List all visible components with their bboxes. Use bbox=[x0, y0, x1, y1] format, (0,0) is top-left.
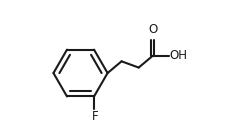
Text: O: O bbox=[147, 23, 157, 36]
Text: F: F bbox=[92, 110, 98, 123]
Text: OH: OH bbox=[169, 49, 187, 62]
